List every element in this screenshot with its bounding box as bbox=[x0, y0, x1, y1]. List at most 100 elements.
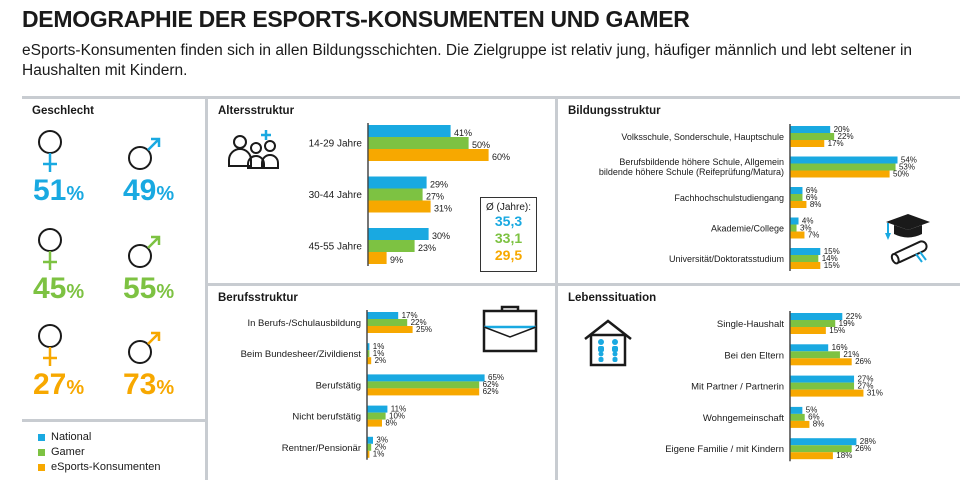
legend-gamer: Gamer bbox=[38, 445, 160, 460]
gender-female-pct-national: 51% bbox=[33, 174, 84, 208]
female-icon-cross bbox=[43, 153, 57, 172]
value-label-national: 30% bbox=[432, 231, 450, 241]
divider-horizontal-right bbox=[208, 283, 960, 286]
bar-esports-volksschule-sonderschule bbox=[790, 140, 825, 147]
value-label-gamer: 10% bbox=[389, 411, 405, 420]
category-label-universit-t-doktoratsstudium: Universität/Doktoratsstudium bbox=[669, 254, 784, 264]
gender-title: Geschlecht bbox=[32, 105, 94, 117]
value-label-gamer: 21% bbox=[843, 350, 859, 359]
male-icon-arrow bbox=[147, 137, 161, 151]
category-label-fachhochschulstudiengang: Fachhochschulstudiengang bbox=[674, 193, 784, 203]
bar-national-beim-bundesheer-zivildie bbox=[367, 343, 370, 351]
bar-esports-30-44-jahre bbox=[368, 200, 431, 213]
graduation-icon bbox=[885, 214, 930, 265]
age-title: Altersstruktur bbox=[218, 105, 295, 117]
divider-vertical-middle bbox=[555, 99, 558, 480]
value-label-national: 16% bbox=[832, 343, 848, 352]
category-label-45-55-jahre: 45-55 Jahre bbox=[309, 242, 363, 253]
value-label-gamer: 19% bbox=[839, 319, 855, 328]
value-label-esports: 50% bbox=[893, 169, 909, 178]
top-divider bbox=[22, 96, 960, 99]
value-label-gamer: 62% bbox=[483, 380, 499, 389]
female-icon bbox=[38, 228, 62, 252]
legend-label-esports: eSports-Konsumenten bbox=[51, 461, 161, 473]
value-label-gamer: 53% bbox=[899, 162, 915, 171]
divider-vertical-left bbox=[205, 99, 208, 480]
gender-symbols-gamer bbox=[38, 228, 161, 270]
gender-unit: % bbox=[156, 183, 175, 205]
bar-national-rentner-pension-r bbox=[367, 436, 373, 444]
male-icon-arrow bbox=[147, 331, 161, 345]
gender-male-pct-gamer: 55% bbox=[123, 272, 174, 306]
bar-gamer-beim-bundesheer-zivildie bbox=[367, 350, 370, 358]
category-label-30-44-jahre: 30-44 Jahre bbox=[309, 190, 363, 201]
value-label-national: 28% bbox=[860, 437, 876, 446]
value-label-national: 54% bbox=[901, 155, 917, 164]
value-label-gamer: 50% bbox=[472, 140, 490, 150]
bar-national-berufst-tig bbox=[367, 374, 485, 382]
bar-esports-single-haushalt bbox=[790, 327, 826, 334]
bar-national-14-29-jahre bbox=[368, 125, 451, 137]
male-icon bbox=[128, 244, 152, 268]
value-label-national: 41% bbox=[454, 128, 472, 138]
briefcase-icon bbox=[482, 305, 538, 353]
value-label-national: 11% bbox=[391, 404, 406, 413]
bar-gamer-bei-den-eltern bbox=[790, 351, 840, 359]
gender-male-value: 49 bbox=[123, 174, 157, 207]
bar-esports-bei-den-eltern bbox=[790, 358, 852, 366]
bar-gamer-eigene-familie-mit-kinde bbox=[790, 445, 852, 453]
value-label-national: 1% bbox=[373, 342, 385, 351]
page-title: DEMOGRAPHIE DER ESPORTS-KONSUMENTEN UND … bbox=[22, 6, 690, 32]
bar-national-mit-partner-partnerin bbox=[790, 375, 855, 383]
education-title: Bildungsstruktur bbox=[568, 105, 661, 117]
bar-esports-akademie-college bbox=[790, 231, 805, 239]
male-icon-arrow bbox=[147, 235, 161, 249]
value-label-national: 29% bbox=[430, 179, 448, 189]
bar-esports-beim-bundesheer-zivildie bbox=[367, 357, 372, 365]
category-label-volksschule-sonderschule-haupt: Volksschule, Sonderschule, Hauptschule bbox=[621, 132, 784, 142]
value-label-gamer: 27% bbox=[857, 381, 873, 390]
gender-female-value: 45 bbox=[33, 272, 67, 305]
divider-horizontal-gender bbox=[22, 419, 205, 422]
value-label-national: 6% bbox=[806, 186, 818, 195]
value-label-national: 3% bbox=[376, 436, 388, 445]
bar-esports-berufst-tig bbox=[367, 388, 480, 396]
legend-national: National bbox=[38, 430, 160, 445]
value-label-national: 65% bbox=[488, 373, 504, 382]
value-label-gamer: 26% bbox=[855, 444, 871, 453]
value-label-national: 17% bbox=[402, 311, 418, 320]
bar-gamer-akademie-college bbox=[790, 224, 797, 232]
bar-gamer-universit-t-doktoratsstu bbox=[790, 255, 819, 262]
average-age-label: Ø (Jahre): bbox=[485, 202, 531, 213]
category-label-wohngemeinschaft: Wohngemeinschaft bbox=[703, 413, 785, 424]
bar-esports-universit-t-doktoratsstu bbox=[790, 262, 821, 269]
bar-national-single-haushalt bbox=[790, 313, 843, 320]
bar-national-30-44-jahre bbox=[368, 176, 427, 189]
living-title: Lebenssituation bbox=[568, 292, 657, 304]
bar-gamer-single-haushalt bbox=[790, 320, 836, 327]
value-label-national: 22% bbox=[846, 312, 862, 321]
category-label-in-berufs-schulausbildung: In Berufs-/Schulausbildung bbox=[247, 318, 361, 329]
bar-esports-45-55-jahre bbox=[368, 252, 387, 264]
value-label-gamer: 23% bbox=[418, 243, 436, 253]
gender-unit: % bbox=[66, 183, 85, 205]
bar-gamer-mit-partner-partnerin bbox=[790, 382, 855, 390]
value-label-esports: 26% bbox=[855, 357, 871, 366]
house-icon bbox=[584, 319, 632, 367]
legend: National Gamer eSports-Konsumenten bbox=[38, 430, 160, 475]
bar-gamer-in-berufs-schulausbildun bbox=[367, 319, 408, 326]
value-label-gamer: 1% bbox=[373, 349, 385, 358]
bar-gamer-volksschule-sonderschule bbox=[790, 133, 835, 140]
gender-male-value: 55 bbox=[123, 272, 157, 305]
bar-national-eigene-familie-mit-kinde bbox=[790, 438, 857, 446]
legend-label-gamer: Gamer bbox=[51, 446, 85, 458]
bar-national-fachhochschulstudiengang bbox=[790, 187, 803, 194]
age-chart: 14-29 Jahre 41%50%60% 30-44 Jahre 29% 27% 31%… bbox=[309, 123, 510, 266]
occupation-panel: Berufsstruktur bbox=[208, 286, 555, 480]
value-label-national: 27% bbox=[857, 374, 873, 383]
average-age-esports: 29,5 bbox=[494, 247, 523, 263]
value-label-national: 4% bbox=[802, 216, 814, 225]
bar-esports-fachhochschulstudiengang bbox=[790, 201, 807, 208]
value-label-gamer: 27% bbox=[426, 191, 444, 201]
legend-swatch-gamer bbox=[38, 449, 45, 456]
